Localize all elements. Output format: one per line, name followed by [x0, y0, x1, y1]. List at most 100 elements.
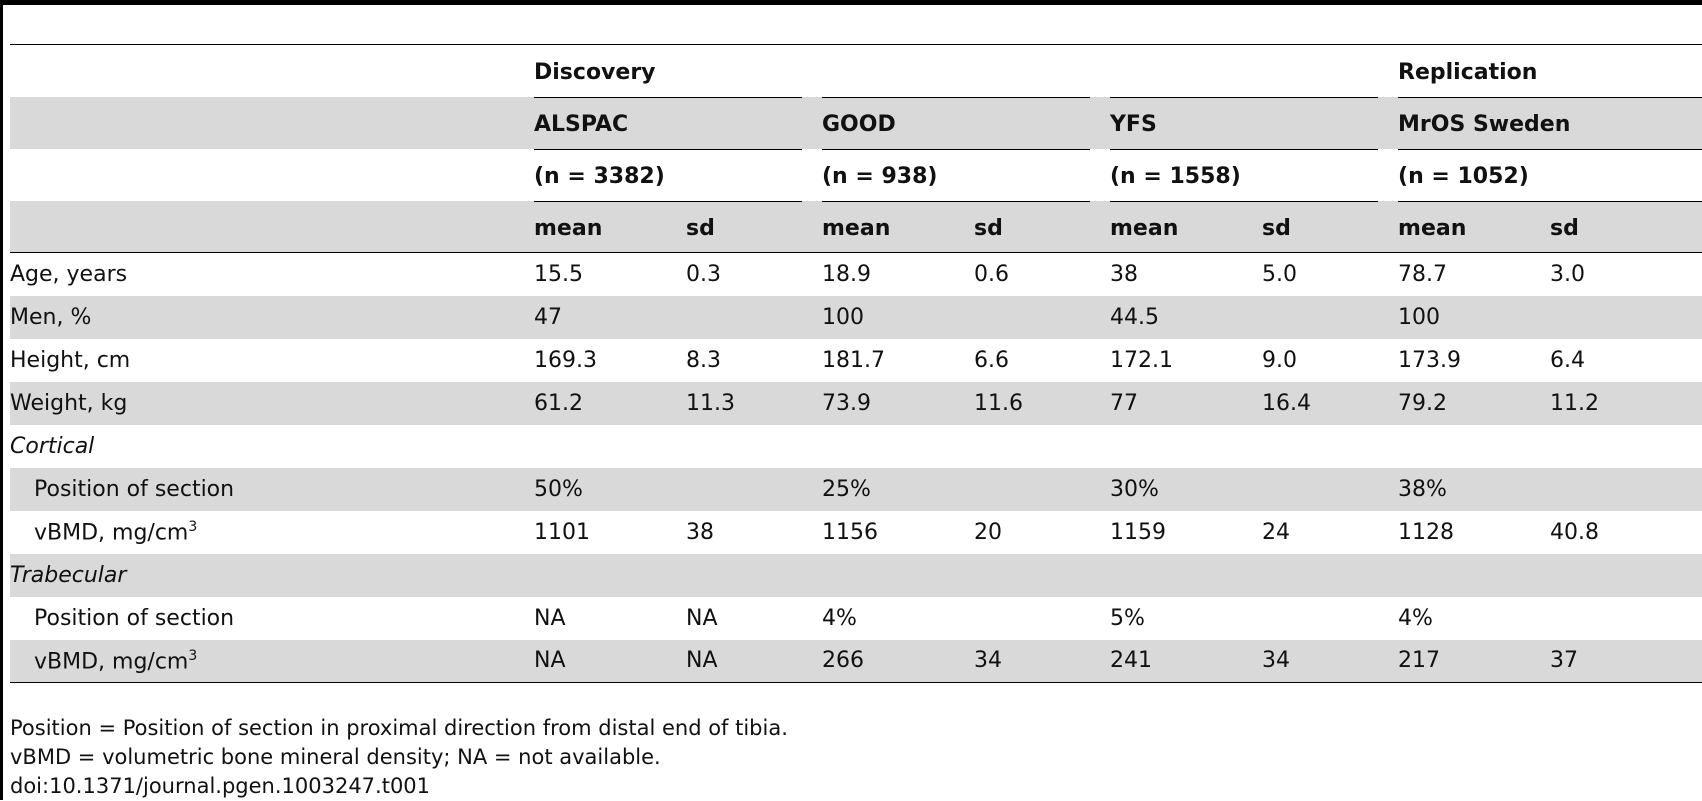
- cell-good-mean: 100: [822, 304, 864, 330]
- cell-mros-mean: 79.2: [1398, 390, 1447, 416]
- cell-yfs-sd: [1262, 296, 1398, 339]
- section-row-cortical: Cortical: [10, 425, 1702, 468]
- cell-mros-mean: 173.9: [1398, 347, 1461, 373]
- cell-good-mean: 73.9: [822, 390, 871, 416]
- cell-mros-sd: 11.2: [1550, 390, 1599, 416]
- cell-yfs-sd: 9.0: [1262, 347, 1297, 373]
- cell-mros-sd: 40.8: [1550, 519, 1599, 545]
- cell-yfs-mean: 172.1: [1110, 347, 1173, 373]
- cohort-good: GOOD: [822, 96, 1110, 149]
- row-label: Position of section: [34, 476, 235, 502]
- cell-good-mean: 18.9: [822, 261, 871, 287]
- table-row: Age, years 15.5 0.3 18.9 0.6 38 5.0 78.7…: [10, 253, 1702, 296]
- cell-alspac-mean: 47: [534, 304, 562, 330]
- table-row: Height, cm 169.3 8.3 181.7 6.6 172.1 9.0…: [10, 339, 1702, 382]
- stat-sd: sd: [686, 200, 822, 253]
- cell-alspac-sd: [686, 468, 822, 511]
- cell-yfs-mean: 241: [1110, 639, 1262, 683]
- row-label: Trabecular: [10, 562, 127, 588]
- row-label: vBMD, mg/cm3: [10, 639, 534, 683]
- row-label: vBMD, mg/cm3: [34, 518, 198, 546]
- header-section-row: Discovery Replication: [10, 44, 1702, 97]
- cell-yfs-sd: 16.4: [1262, 390, 1311, 416]
- cell-good-sd: 0.6: [974, 261, 1009, 287]
- sample-size-good: (n = 938): [822, 148, 1110, 201]
- cohort-alspac: ALSPAC: [534, 96, 822, 149]
- cell-alspac-sd: NA: [686, 639, 822, 683]
- cell-alspac-mean: 50%: [534, 476, 583, 502]
- cell-mros-sd: 37: [1550, 639, 1702, 683]
- cohort-yfs: YFS: [1110, 96, 1398, 149]
- cell-yfs-mean: 1159: [1110, 519, 1166, 545]
- cell-mros-mean: 100: [1398, 304, 1441, 330]
- sample-size-alspac: (n = 3382): [534, 148, 822, 201]
- row-label: Position of section: [34, 605, 235, 631]
- cell-good-sd: 34: [974, 639, 1110, 683]
- cell-good-sd: 20: [974, 519, 1002, 545]
- sample-size-mros: (n = 1052): [1398, 148, 1702, 201]
- row-label: Age, years: [10, 261, 128, 287]
- table-body: Age, years 15.5 0.3 18.9 0.6 38 5.0 78.7…: [10, 253, 1702, 683]
- cell-yfs-sd: 34: [1262, 639, 1399, 683]
- cell-alspac-sd: 8.3: [686, 347, 721, 373]
- stat-mean: mean: [822, 200, 974, 253]
- cell-yfs-sd: [1262, 597, 1398, 640]
- stat-mean: mean: [1110, 200, 1262, 253]
- stat-mean: mean: [1398, 200, 1551, 253]
- table-row: Weight, kg 61.2 11.3 73.9 11.6 77 16.4 7…: [10, 381, 1702, 425]
- header-blank-cell: [10, 45, 534, 97]
- cell-alspac-sd: NA: [686, 605, 718, 631]
- cell-mros-mean: 78.7: [1398, 261, 1447, 287]
- footnote-position: Position = Position of section in proxim…: [10, 716, 788, 740]
- cell-mros-sd: [1550, 468, 1702, 511]
- table-top-border: [0, 0, 1702, 5]
- stat-sd: sd: [1262, 200, 1399, 253]
- cell-mros-sd: 6.4: [1550, 347, 1586, 373]
- cell-good-sd: 11.6: [974, 390, 1023, 416]
- cell-mros-sd: [1550, 296, 1702, 339]
- cell-yfs-sd: 24: [1262, 519, 1290, 545]
- cell-mros-mean: 38%: [1398, 476, 1447, 502]
- discovery-header: Discovery: [534, 60, 656, 86]
- row-label: Weight, kg: [10, 390, 128, 416]
- cell-alspac-mean: 15.5: [534, 261, 583, 287]
- cell-good-sd: [974, 296, 1110, 339]
- cell-mros-mean: 1128: [1398, 519, 1455, 545]
- cell-mros-mean: 4%: [1398, 605, 1433, 631]
- table-row: Men, % 47 100 44.5 100: [10, 295, 1702, 339]
- cell-yfs-mean: 38: [1110, 261, 1138, 287]
- cell-alspac-sd: 38: [686, 519, 714, 545]
- row-label: Men, %: [10, 304, 92, 330]
- cell-yfs-mean: 5%: [1110, 605, 1145, 631]
- cell-alspac-mean: NA: [534, 605, 566, 631]
- cell-alspac-sd: [686, 296, 822, 339]
- cell-yfs-mean: 30%: [1110, 476, 1159, 502]
- cell-alspac-sd: 0.3: [686, 261, 721, 287]
- cell-yfs-sd: 5.0: [1262, 261, 1297, 287]
- cell-yfs-mean: 77: [1110, 390, 1138, 416]
- cohort-characteristics-table: Discovery Replication ALSPAC GOOD YFS Mr…: [10, 44, 1702, 683]
- table-row: Position of section NA NA 4% 5% 4%: [10, 597, 1702, 640]
- table-row: vBMD, mg/cm3 NA NA 266 34 241 34 217 37: [10, 639, 1702, 683]
- cell-good-sd: [974, 468, 1110, 511]
- cell-good-mean: 181.7: [822, 347, 885, 373]
- cell-alspac-mean: 1101: [534, 519, 590, 545]
- cell-alspac-mean: 61.2: [534, 390, 583, 416]
- section-row-trabecular: Trabecular: [10, 553, 1702, 597]
- cell-alspac-sd: 11.3: [686, 390, 735, 416]
- sample-size-yfs: (n = 1558): [1110, 148, 1398, 201]
- footnote-doi: doi:10.1371/journal.pgen.1003247.t001: [10, 774, 431, 798]
- cell-alspac-mean: NA: [534, 639, 686, 683]
- cell-mros-sd: [1550, 597, 1702, 640]
- cell-mros-sd: 3.0: [1550, 261, 1586, 287]
- cell-yfs-mean: 44.5: [1110, 304, 1159, 330]
- cell-yfs-sd: [1262, 468, 1398, 511]
- cell-good-sd: [974, 597, 1110, 640]
- stat-sd: sd: [974, 200, 1110, 253]
- footnote-vbmd: vBMD = volumetric bone mineral density; …: [10, 745, 661, 769]
- cell-good-mean: 1156: [822, 519, 878, 545]
- header-cohort-row: ALSPAC GOOD YFS MrOS Sweden: [10, 96, 1702, 149]
- stat-mean: mean: [534, 200, 686, 253]
- table-container: Discovery Replication ALSPAC GOOD YFS Mr…: [10, 44, 1702, 683]
- cell-good-sd: 6.6: [974, 347, 1009, 373]
